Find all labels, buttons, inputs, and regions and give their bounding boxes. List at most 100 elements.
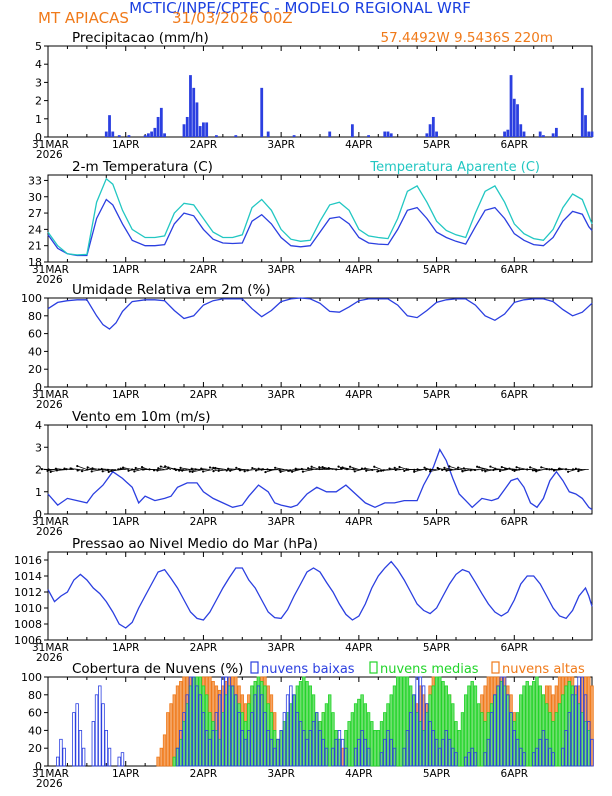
wind-arrow-head (461, 470, 463, 472)
wind-arrow-head (235, 467, 237, 469)
precip-bar (260, 88, 263, 137)
wind-xtick-label: 3APR (267, 516, 295, 528)
precip-bar (591, 132, 594, 137)
cloud-bar (173, 757, 176, 766)
precip-bar (183, 124, 186, 137)
wind-arrow-head (200, 468, 202, 470)
precip-bar (506, 130, 509, 137)
wind-arrow-head (546, 468, 548, 470)
wind-arrow-head (81, 470, 83, 472)
cloud-legend-swatch (370, 662, 377, 673)
cloud-bar (82, 748, 85, 766)
precip-bar (516, 104, 519, 137)
wind-arrow-head (382, 469, 384, 471)
wind-arrow-head (492, 469, 494, 471)
wind-arrow-head (91, 470, 93, 472)
wind-arrow-head (478, 466, 480, 468)
wind-arrow-head (407, 469, 409, 471)
cloud-legend-label: nuvens altas (502, 662, 585, 677)
wind-arrow-head (98, 468, 100, 470)
mslp-xtick-label: 4APR (345, 642, 373, 654)
cloud-bar (481, 713, 484, 766)
cloud-bar (73, 713, 76, 766)
wind-arrow-head (578, 468, 580, 470)
cloud-bar (464, 695, 467, 766)
mslp-xtick-label: 2APR (190, 642, 218, 654)
wind-arrow-head (321, 466, 323, 468)
wind-arrow-head (470, 469, 472, 471)
wind-arrow-head (181, 470, 183, 472)
cloud-bar (157, 757, 160, 766)
wind-arrow-head (341, 466, 343, 468)
wind-arrow-head (86, 468, 88, 470)
cloud-bar (79, 730, 82, 766)
mslp-xtick-label: 6APR (501, 642, 529, 654)
cloud-bar (63, 748, 66, 766)
wind-arrow-head (499, 470, 501, 472)
temp-ytick-label: 21 (28, 240, 42, 253)
mslp-line (48, 562, 592, 628)
wind-arrow-head (291, 471, 293, 473)
wind-arrow-head (335, 468, 337, 470)
mslp-ytick-label: 1008 (14, 618, 42, 631)
cloud-bar (160, 748, 163, 766)
precip-bar (390, 133, 393, 137)
precip-bar (150, 132, 153, 137)
temp-line (48, 200, 592, 256)
wind-arrow-head (133, 470, 135, 472)
rh-xtick-label: 6APR (501, 389, 529, 401)
wind-arrow-head (457, 467, 459, 469)
cloud-bar (377, 730, 380, 766)
cloud-bar (374, 730, 377, 766)
wind-xtick-label: 1APR (112, 516, 140, 528)
precip-bar (387, 132, 390, 137)
precip-bar (202, 122, 205, 137)
wind-arrow-head (380, 470, 382, 472)
cloud-bar (529, 686, 532, 766)
precip-xtick-label: 6APR (501, 139, 529, 151)
wind-arrow-head (323, 468, 325, 470)
cloud-bar (351, 713, 354, 766)
clouds-xtick-label: 5APR (423, 768, 451, 780)
wind-ytick-label: 3 (35, 441, 42, 454)
wind-arrow-head (264, 471, 266, 473)
precip-bar (160, 108, 163, 137)
wind-arrow-head (302, 470, 304, 472)
wind-arrow-head (489, 465, 491, 467)
wind-arrow-head (141, 466, 143, 468)
wind-arrow-head (518, 468, 520, 470)
precip-ytick-label: 3 (35, 76, 42, 89)
cloud-bar (92, 722, 95, 767)
wind-arrow-head (122, 466, 124, 468)
clouds-ytick-label: 40 (28, 724, 42, 737)
wind-arrow-head (463, 467, 465, 469)
wind-arrow-head (448, 465, 450, 467)
wind-arrow-head (575, 468, 577, 470)
precip-bar (587, 132, 590, 137)
wind-arrow-head (373, 466, 375, 468)
cloud-legend-label: nuvens baixas (261, 662, 355, 677)
cloud-bar (102, 704, 105, 766)
wind-arrow-head (346, 468, 348, 470)
rh-ytick-label: 100 (21, 292, 42, 305)
cloud-bar (121, 753, 124, 766)
temp-ytick-label: 30 (28, 191, 42, 204)
clouds-xtick-label: 3APR (267, 768, 295, 780)
wind-arrow-head (120, 468, 122, 470)
wind-arrow-head (175, 469, 177, 471)
wind-arrow-head (388, 468, 390, 470)
wind-arrow (374, 467, 381, 470)
wind-line (48, 450, 592, 510)
precip-bar (542, 135, 545, 137)
wind-arrow-head (255, 469, 257, 471)
wind-arrow-head (214, 467, 216, 469)
clouds-ytick-label: 20 (28, 742, 42, 755)
cloud-bar (95, 695, 98, 766)
precip-bar (503, 132, 506, 137)
wind-arrow-head (212, 467, 214, 469)
wind-arrow-head (515, 466, 517, 468)
precip-bar (215, 135, 218, 137)
wind-arrow-head (239, 469, 241, 471)
rh-ytick-label: 20 (28, 363, 42, 376)
